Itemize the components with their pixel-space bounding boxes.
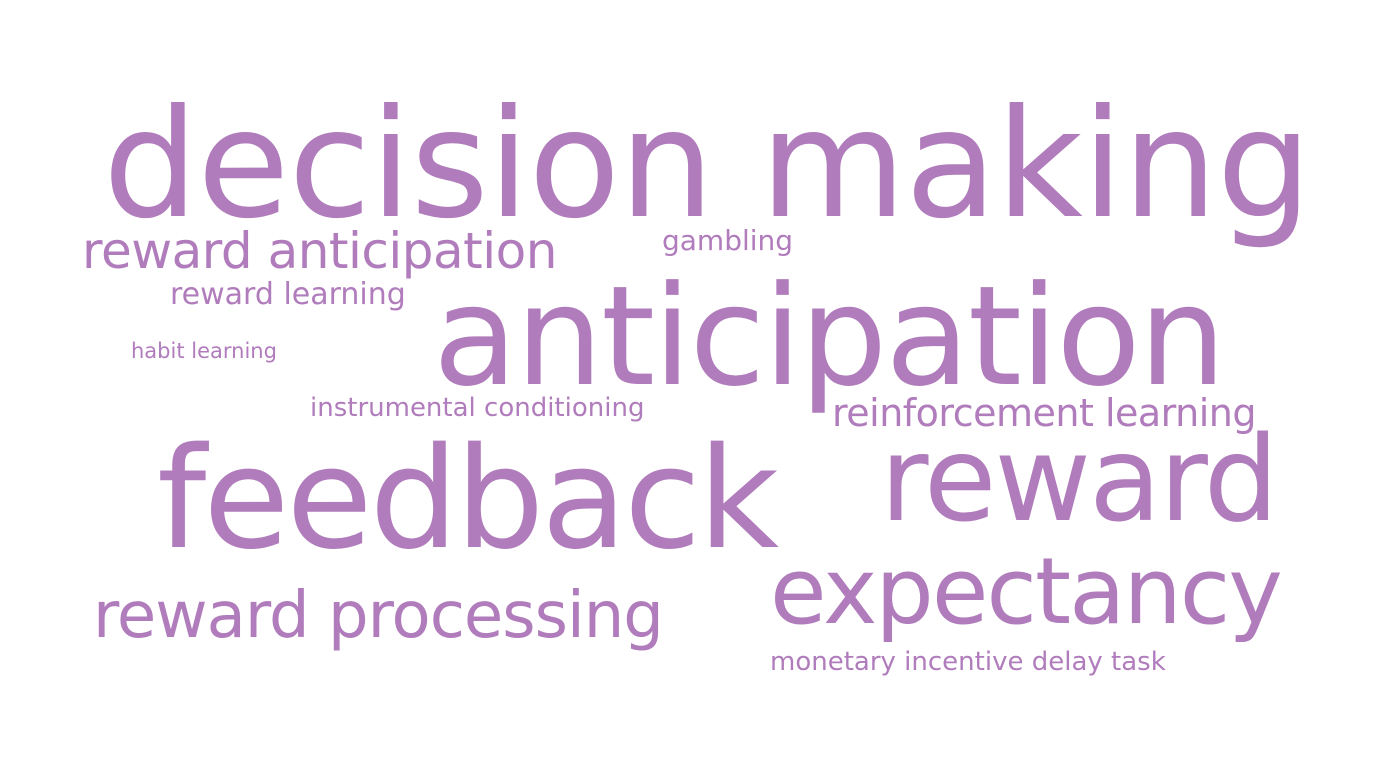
word-instrumental-conditioning: instrumental conditioning [310, 393, 645, 423]
word-reward: reward [880, 410, 1279, 548]
word-anticipation: anticipation [433, 256, 1226, 417]
word-gambling: gambling [662, 224, 794, 257]
word-monetary-incentive-delay-task: monetary incentive delay task [770, 647, 1166, 677]
word-feedback: feedback [157, 418, 779, 581]
word-reward-learning: reward learning [170, 277, 406, 312]
word-reinforcement-learning: reinforcement learning [832, 391, 1256, 435]
word-expectancy: expectancy [770, 538, 1283, 645]
word-decision-making: decision making [103, 78, 1312, 252]
word-reward-anticipation: reward anticipation [82, 222, 557, 280]
word-habit-learning: habit learning [131, 339, 277, 363]
word-reward-processing: reward processing [93, 579, 664, 653]
